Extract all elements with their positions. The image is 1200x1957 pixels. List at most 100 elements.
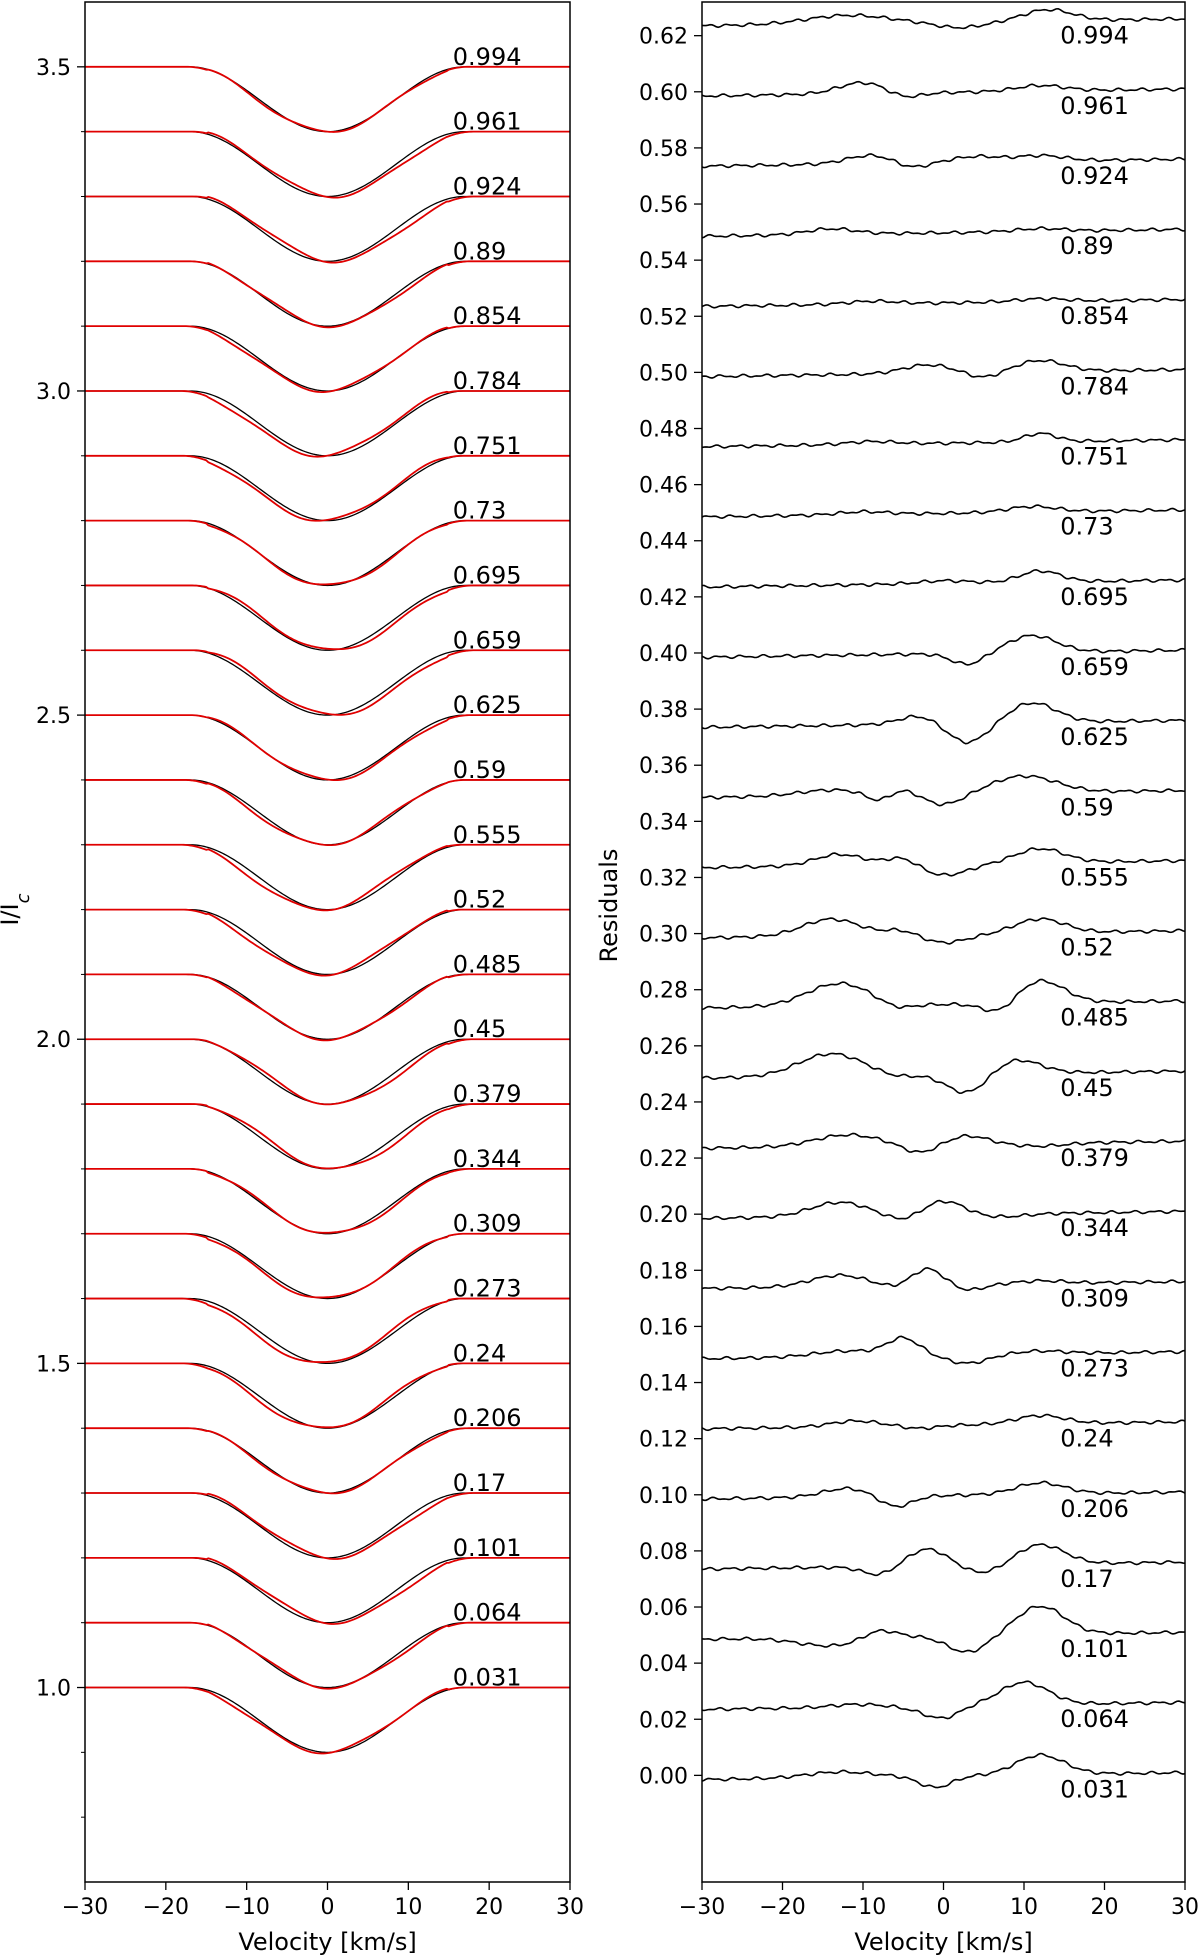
right-phase-label: 0.555 <box>1060 863 1129 891</box>
model-profile-line <box>85 454 570 522</box>
right-phase-label: 0.659 <box>1060 653 1129 681</box>
left-panel: 0.994 0.961 0.924 0.89 0.854 0.784 0.751 0.73 0.… <box>0 1 584 1956</box>
right-x-tick-label: −20 <box>759 1895 805 1920</box>
right-y-tick-label: 0.20 <box>639 1203 688 1228</box>
right-x-tick-label: −30 <box>679 1895 725 1920</box>
left-phase-label: 0.625 <box>453 691 522 719</box>
right-phase-label: 0.309 <box>1060 1284 1129 1312</box>
residual-line <box>701 1132 1186 1153</box>
left-x-tick-label: −10 <box>223 1895 269 1920</box>
residual-line <box>701 80 1186 99</box>
left-phase-label: 0.485 <box>453 950 522 978</box>
right-phase-label: 0.24 <box>1060 1425 1113 1453</box>
left-spectra-group: 0.994 0.961 0.924 0.89 0.854 0.784 0.751 0.73 0.… <box>85 43 570 1755</box>
model-profile-line <box>85 195 570 264</box>
left-phase-label: 0.45 <box>453 1015 506 1043</box>
left-phase-label: 0.379 <box>453 1080 522 1108</box>
right-phase-label: 0.17 <box>1060 1565 1113 1593</box>
left-phase-label: 0.854 <box>453 302 522 330</box>
residual-line <box>701 7 1186 30</box>
right-y-tick-label: 0.44 <box>639 530 688 555</box>
model-profile-line <box>85 1232 570 1299</box>
right-phase-label: 0.751 <box>1060 443 1129 471</box>
right-phase-label: 0.784 <box>1060 372 1129 400</box>
right-x-tick-label: 30 <box>1171 1895 1199 1920</box>
right-phase-label: 0.45 <box>1060 1074 1113 1102</box>
right-y-tick-label: 0.24 <box>639 1091 688 1116</box>
right-phase-label: 0.064 <box>1060 1705 1129 1733</box>
right-y-tick-label: 0.22 <box>639 1147 688 1172</box>
left-phase-label: 0.309 <box>453 1210 522 1238</box>
model-profile-line <box>85 714 570 782</box>
right-phase-label: 0.206 <box>1060 1495 1129 1523</box>
right-phase-label: 0.59 <box>1060 793 1113 821</box>
right-y-tick-label: 0.50 <box>639 361 688 386</box>
right-x-tick-label: 20 <box>1091 1895 1119 1920</box>
right-y-tick-label: 0.14 <box>639 1372 688 1397</box>
left-y-axis-label-main: I/I <box>0 903 24 925</box>
right-y-tick-label: 0.42 <box>639 586 688 611</box>
left-x-tick-label: −30 <box>62 1895 108 1920</box>
right-y-tick-label: 0.34 <box>639 810 688 835</box>
residual-line <box>701 978 1186 1013</box>
left-phase-label: 0.52 <box>453 886 506 914</box>
left-axes-frame <box>84 1 571 1883</box>
residual-line <box>701 1413 1186 1432</box>
residual-line <box>701 1267 1186 1292</box>
left-x-tick-label: 30 <box>556 1895 584 1920</box>
left-phase-label: 0.994 <box>453 43 522 71</box>
left-x-axis-label: Velocity [km/s] <box>238 1928 416 1956</box>
right-y-tick-label: 0.52 <box>639 305 688 330</box>
right-x-axis-label: Velocity [km/s] <box>854 1928 1032 1956</box>
left-phase-label: 0.273 <box>453 1275 522 1303</box>
left-y-tick-label: 1.0 <box>36 1677 71 1702</box>
right-phase-label: 0.485 <box>1060 1004 1129 1032</box>
residual-line <box>701 1480 1186 1509</box>
model-profile-line <box>85 1492 570 1560</box>
left-x-tick-label: 10 <box>394 1895 422 1920</box>
residual-line <box>701 702 1186 745</box>
model-profile-line <box>85 65 570 133</box>
right-phase-label: 0.031 <box>1060 1775 1129 1803</box>
right-ticks-group: 0.00 0.02 0.04 0.06 0.08 0.10 0.12 0.14 0.16 0.18… <box>639 25 1199 1920</box>
right-phase-label: 0.344 <box>1060 1214 1129 1242</box>
right-phase-label: 0.273 <box>1060 1354 1129 1382</box>
right-x-tick-label: 0 <box>937 1895 951 1920</box>
residual-line <box>701 1752 1186 1789</box>
right-phase-label: 0.994 <box>1060 22 1129 50</box>
residual-line <box>701 847 1186 877</box>
model-profile-line <box>85 1297 570 1363</box>
model-profile-line <box>85 260 570 329</box>
observed-profile-line <box>85 1686 570 1753</box>
right-y-tick-label: 0.16 <box>639 1315 688 1340</box>
left-phase-label: 0.659 <box>453 626 522 654</box>
residual-line <box>701 1199 1186 1221</box>
left-y-axis-label: I/Ic <box>0 893 34 925</box>
left-y-tick-label: 2.5 <box>36 704 71 729</box>
left-phase-label: 0.101 <box>453 1534 522 1562</box>
left-phase-label: 0.064 <box>453 1599 522 1627</box>
model-profile-line <box>85 1168 570 1234</box>
model-profile-line <box>85 1362 570 1429</box>
residual-line <box>701 226 1186 239</box>
right-phase-label: 0.73 <box>1060 513 1113 541</box>
residual-line <box>701 568 1186 589</box>
left-phase-label: 0.17 <box>453 1469 506 1497</box>
left-y-axis-label-sub: c <box>13 893 34 903</box>
right-y-tick-label: 0.26 <box>639 1035 688 1060</box>
model-profile-line <box>85 908 570 977</box>
model-profile-line <box>85 584 570 651</box>
right-y-tick-label: 0.38 <box>639 698 688 723</box>
right-y-tick-label: 0.08 <box>639 1540 688 1565</box>
right-phase-label: 0.854 <box>1060 302 1129 330</box>
residual-line <box>701 1335 1186 1365</box>
right-y-tick-label: 0.30 <box>639 923 688 948</box>
left-phase-label: 0.59 <box>453 756 506 784</box>
right-x-tick-label: 10 <box>1010 1895 1038 1920</box>
right-y-tick-label: 0.32 <box>639 866 688 891</box>
left-phase-label: 0.24 <box>453 1339 506 1367</box>
model-profile-line <box>85 779 570 847</box>
model-profile-line <box>85 130 570 199</box>
right-y-tick-label: 0.12 <box>639 1428 688 1453</box>
residual-line <box>701 1680 1186 1720</box>
